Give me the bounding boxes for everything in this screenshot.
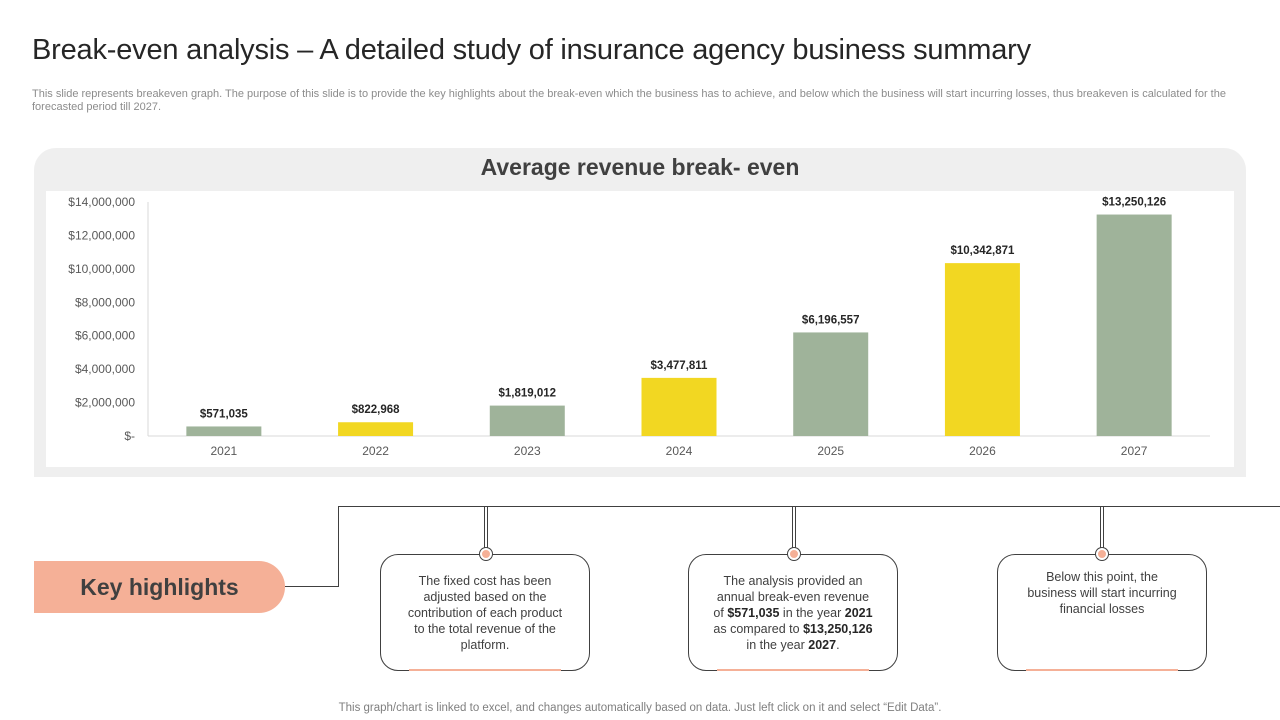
bar-2025 [793,332,869,436]
y-tick-label: $- [124,429,135,443]
bar-chart[interactable]: $- $2,000,000 $4,000,000 $6,000,000 $8,000,0… [46,191,1234,467]
connector-dot-3 [1096,548,1108,560]
page-title: Break-even analysis – A detailed study o… [32,34,1031,66]
y-tick-label: $4,000,000 [75,362,135,376]
y-tick-label: $12,000,000 [68,228,135,242]
footer-note: This graph/chart is linked to excel, and… [338,702,942,714]
bar-value-label: $1,819,012 [499,388,557,400]
connector-drop-1b [487,506,488,548]
connector-dot-2 [788,548,800,560]
highlight-box-3[interactable]: Below this point, the business will star… [997,554,1207,671]
highlight-underline-2 [717,669,869,671]
highlight-underline-3 [1026,669,1178,671]
bar-value-label: $822,968 [352,404,401,416]
bar-2022 [338,422,414,436]
bar-value-label: $13,250,126 [1102,197,1166,209]
x-tick-label: 2025 [817,444,844,458]
highlight-text-1: The fixed cost has been adjusted based o… [407,573,563,652]
highlight-text-3: Below this point, the business will star… [1027,570,1177,616]
bar-2027 [1096,214,1172,436]
bar-value-label: $10,342,871 [950,245,1015,257]
chart-title: Average revenue break- even [480,154,800,180]
highlight-box-2[interactable]: The analysis provided an annual break-ev… [688,554,898,671]
connector-drop-2a [792,506,793,548]
highlight-value-first-year: 2021 [844,605,873,620]
bar-value-label: $6,196,557 [802,314,860,326]
x-tick-label: 2023 [514,444,541,458]
bar-value-label: $3,477,811 [651,360,709,372]
bar-2024 [641,377,717,436]
y-tick-label: $10,000,000 [68,262,135,276]
connector-drop-1a [484,506,485,548]
connector-dot-1 [480,548,492,560]
highlight-value-first-year-revenue: $571,035 [727,605,780,620]
bar-value-label: $571,035 [200,408,249,420]
x-tick-label: 2024 [666,444,693,458]
connector-vertical-left [338,506,339,587]
x-tick-label: 2022 [362,444,389,458]
highlight-value-last-year: 2027 [808,637,837,652]
y-tick-label: $14,000,000 [68,195,135,209]
connector-horizontal-left [285,586,339,587]
connector-drop-3a [1100,506,1101,548]
chart-plot-area[interactable]: $- $2,000,000 $4,000,000 $6,000,000 $8,000,0… [46,191,1234,467]
x-tick-label: 2021 [211,444,238,458]
connector-drop-3b [1103,506,1104,548]
page-subtitle: This slide represents breakeven graph. T… [32,88,1226,113]
key-highlights-label: Key highlights [34,561,285,613]
y-tick-label: $6,000,000 [75,329,135,343]
y-tick-label: $8,000,000 [75,295,135,309]
x-tick-label: 2026 [969,444,996,458]
highlight-box-1[interactable]: The fixed cost has been adjusted based o… [380,554,590,671]
highlight-underline-1 [409,669,561,671]
connector-drop-2b [795,506,796,548]
bar-2026 [944,263,1020,436]
highlight-value-last-year-revenue: $13,250,126 [803,621,873,636]
x-tick-label: 2027 [1121,444,1148,458]
highlight-text-2: The analysis provided an annual break-ev… [713,573,873,652]
bar-2023 [489,405,565,436]
bar-2021 [186,426,262,436]
connector-top-line [338,506,1280,507]
y-tick-label: $2,000,000 [75,396,135,410]
